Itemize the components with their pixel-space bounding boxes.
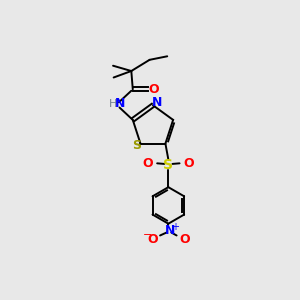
Text: +: + bbox=[171, 222, 179, 232]
Text: −: − bbox=[143, 230, 152, 240]
Text: O: O bbox=[148, 83, 159, 96]
Text: H: H bbox=[109, 99, 117, 109]
Text: N: N bbox=[152, 96, 163, 110]
Text: N: N bbox=[115, 98, 126, 110]
Text: S: S bbox=[133, 139, 142, 152]
Text: O: O bbox=[179, 233, 190, 246]
Text: N: N bbox=[165, 224, 175, 237]
Text: O: O bbox=[147, 233, 158, 246]
Text: O: O bbox=[184, 157, 194, 170]
Text: S: S bbox=[163, 158, 173, 172]
Text: O: O bbox=[142, 157, 153, 170]
